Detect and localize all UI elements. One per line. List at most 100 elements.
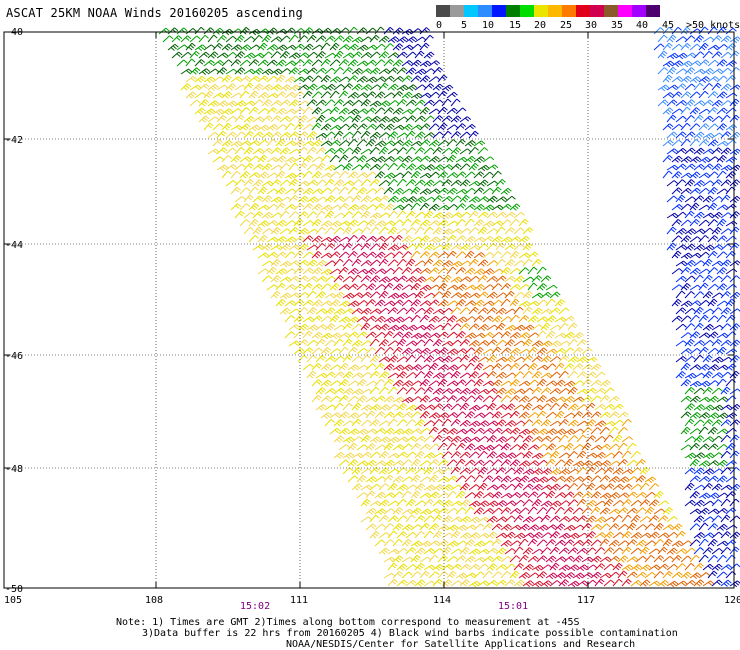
wind-barb — [626, 459, 638, 467]
wind-barb — [306, 324, 319, 332]
wind-barb — [689, 107, 701, 115]
wind-barb — [333, 435, 345, 443]
wind-barb — [252, 116, 265, 123]
wind-barb — [270, 179, 282, 187]
wind-barb — [410, 267, 422, 275]
wind-barb — [284, 315, 295, 323]
wind-barb — [401, 411, 413, 419]
wind-barb — [693, 291, 705, 299]
wind-barb — [581, 442, 592, 451]
wind-barb — [720, 212, 733, 219]
wind-barb — [432, 387, 444, 395]
wind-barb — [527, 555, 539, 563]
wind-barb — [428, 76, 441, 83]
wind-barb — [342, 467, 354, 475]
wind-barb — [374, 251, 386, 259]
wind-barb — [360, 116, 373, 123]
wind-barb — [702, 115, 714, 123]
wind-barb — [324, 292, 337, 299]
wind-barb — [725, 60, 737, 67]
wind-barb — [347, 283, 359, 291]
wind-barb — [720, 67, 732, 75]
wind-barb — [401, 299, 413, 307]
wind-barb — [459, 148, 472, 155]
wind-barb — [360, 451, 372, 459]
wind-barb — [396, 162, 407, 171]
legend-swatch — [450, 5, 464, 17]
wind-barb — [585, 371, 597, 379]
wind-barb — [306, 67, 318, 75]
wind-barb — [410, 490, 421, 499]
wind-barb — [405, 324, 418, 332]
wind-barb — [369, 259, 381, 267]
wind-barb — [243, 178, 254, 187]
wind-barb — [432, 275, 444, 283]
wind-barb — [504, 211, 516, 219]
wind-barb — [590, 363, 602, 371]
wind-barb — [558, 402, 569, 411]
wind-barb — [558, 307, 570, 315]
wind-barb — [693, 467, 705, 475]
wind-barb — [689, 171, 701, 179]
wind-barb — [711, 51, 723, 59]
wind-barb — [716, 571, 728, 579]
wind-barb — [365, 410, 376, 419]
wind-barb — [279, 179, 291, 187]
wind-barb — [680, 187, 692, 195]
wind-barb — [315, 114, 326, 123]
wind-barb — [297, 146, 308, 155]
wind-barb — [356, 27, 368, 35]
wind-barb — [563, 363, 575, 371]
wind-barb — [311, 218, 322, 227]
wind-barb — [239, 123, 251, 131]
wind-barb — [680, 203, 692, 211]
wind-barb — [459, 116, 472, 123]
wind-barb — [684, 131, 696, 139]
wind-barb — [725, 524, 738, 531]
wind-barb — [329, 187, 340, 195]
wind-barb — [387, 482, 398, 491]
wind-barb — [509, 332, 521, 339]
wind-barb — [711, 292, 724, 299]
wind-barb — [288, 194, 299, 203]
wind-barb — [671, 250, 682, 259]
wind-barb — [261, 131, 273, 139]
wind-barb — [666, 242, 677, 251]
wind-barb — [401, 188, 414, 195]
wind-barb — [702, 36, 715, 43]
wind-barb — [374, 346, 385, 355]
wind-barb — [329, 154, 340, 163]
wind-barb — [680, 315, 692, 323]
wind-barb — [405, 372, 417, 379]
wind-barb — [410, 170, 421, 179]
wind-barb — [707, 426, 718, 435]
wind-barb — [612, 419, 624, 427]
wind-barb — [270, 147, 282, 155]
wind-barb — [432, 418, 443, 427]
wind-barb — [333, 99, 345, 107]
wind-barb — [698, 299, 710, 307]
wind-barb — [248, 44, 261, 51]
wind-barb — [608, 396, 620, 403]
wind-barb — [585, 515, 597, 523]
wind-barb — [324, 195, 336, 203]
wind-barb — [342, 276, 354, 283]
wind-barb — [698, 219, 710, 227]
wind-barb — [279, 243, 291, 251]
wind-barb — [689, 28, 702, 35]
wind-barb — [716, 26, 727, 35]
wind-barb — [194, 26, 205, 35]
wind-barb — [716, 283, 728, 291]
wind-barb — [329, 314, 340, 323]
wind-barb — [689, 60, 702, 67]
wind-barb — [468, 451, 480, 459]
wind-barb — [666, 99, 678, 107]
wind-barb — [297, 84, 310, 91]
wind-barb — [176, 44, 189, 51]
wind-barb — [261, 211, 273, 219]
wind-barb — [666, 516, 678, 523]
wind-barb — [378, 212, 391, 219]
wind-barb — [423, 83, 435, 91]
wind-barb — [401, 123, 413, 131]
wind-barb — [221, 59, 233, 67]
